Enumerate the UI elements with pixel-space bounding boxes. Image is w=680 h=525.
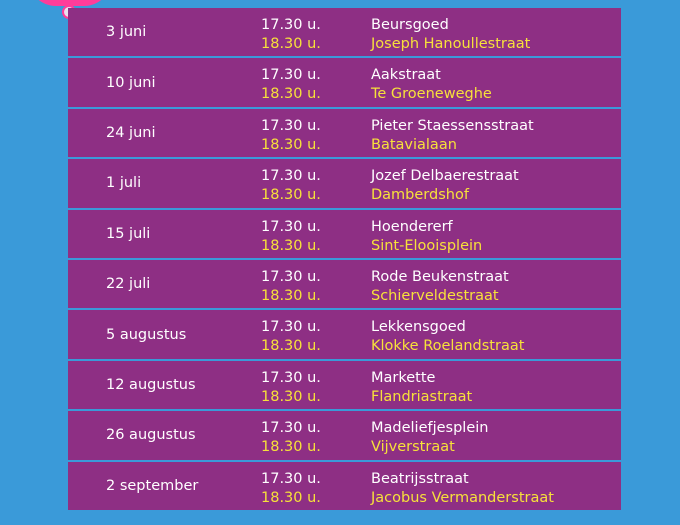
- time-first: 17.30 u.: [261, 168, 321, 185]
- schedule-row: 3 juni 17.30 u. 18.30 u. Beursgoed Josep…: [68, 8, 621, 57]
- row-date: 2 september: [106, 477, 199, 494]
- row-places: Hoendererf Sint-Elooisplein: [371, 218, 482, 256]
- decorative-pink-shape: [28, 0, 112, 6]
- place-second: Sint-Elooisplein: [371, 237, 483, 254]
- schedule-row: 2 september 17.30 u. 18.30 u. Beatrijsst…: [68, 461, 621, 511]
- time-first: 17.30 u.: [261, 420, 321, 437]
- time-first: 17.30 u.: [261, 369, 321, 386]
- row-date: 5 augustus: [106, 326, 187, 343]
- schedule-row: 5 augustus 17.30 u. 18.30 u. Lekkensgoed…: [68, 310, 621, 359]
- row-times: 17.30 u. 18.30 u.: [261, 369, 321, 407]
- time-first: 17.30 u.: [261, 319, 321, 336]
- row-date: 15 juli: [106, 225, 151, 242]
- row-date: 24 juni: [106, 125, 156, 142]
- row-times: 17.30 u. 18.30 u.: [261, 117, 321, 155]
- schedule-row: 26 augustus 17.30 u. 18.30 u. Madeliefje…: [68, 411, 621, 460]
- row-places: Madeliefjesplein Vijverstraat: [371, 419, 488, 457]
- row-date: 12 augustus: [106, 377, 196, 394]
- time-second: 18.30 u.: [261, 388, 321, 405]
- row-places: Beatrijsstraat Jacobus Vermanderstraat: [371, 470, 554, 508]
- time-second: 18.30 u.: [261, 136, 321, 153]
- time-first: 17.30 u.: [261, 470, 321, 487]
- row-times: 17.30 u. 18.30 u.: [261, 470, 321, 508]
- place-first: Madeliefjesplein: [371, 420, 489, 437]
- time-first: 17.30 u.: [261, 218, 321, 235]
- place-first: Jozef Delbaerestraat: [371, 168, 519, 185]
- row-places: Lekkensgoed Klokke Roelandstraat: [371, 318, 524, 356]
- place-second: Batavialaan: [371, 136, 457, 153]
- time-first: 17.30 u.: [261, 67, 321, 84]
- time-first: 17.30 u.: [261, 269, 321, 286]
- row-date: 26 augustus: [106, 427, 196, 444]
- place-first: Hoendererf: [371, 218, 453, 235]
- row-date: 1 juli: [106, 175, 142, 192]
- time-second: 18.30 u.: [261, 288, 321, 305]
- place-second: Schierveldestraat: [371, 288, 499, 305]
- row-places: Jozef Delbaerestraat Damberdshof: [371, 167, 519, 205]
- place-first: Lekkensgoed: [371, 319, 466, 336]
- place-first: Rode Beukenstraat: [371, 269, 509, 286]
- schedule-row: 22 juli 17.30 u. 18.30 u. Rode Beukenstr…: [68, 260, 621, 309]
- schedule-row: 24 juni 17.30 u. 18.30 u. Pieter Staesse…: [68, 108, 621, 158]
- time-second: 18.30 u.: [261, 237, 321, 254]
- row-times: 17.30 u. 18.30 u.: [261, 318, 321, 356]
- row-times: 17.30 u. 18.30 u.: [261, 167, 321, 205]
- time-first: 17.30 u.: [261, 17, 321, 33]
- place-second: Joseph Hanoullestraat: [371, 36, 531, 52]
- row-places: Aakstraat Te Groeneweghe: [371, 66, 492, 104]
- place-first: Beursgoed: [371, 17, 449, 33]
- schedule-row: 15 juli 17.30 u. 18.30 u. Hoendererf Sin…: [68, 209, 621, 259]
- row-places: Beursgoed Joseph Hanoullestraat: [371, 16, 530, 54]
- schedule-row: 12 augustus 17.30 u. 18.30 u. Markette F…: [68, 360, 621, 410]
- place-second: Flandriastraat: [371, 388, 473, 405]
- time-first: 17.30 u.: [261, 117, 321, 134]
- place-first: Aakstraat: [371, 67, 441, 84]
- row-times: 17.30 u. 18.30 u.: [261, 419, 321, 457]
- time-second: 18.30 u.: [261, 338, 321, 355]
- row-date: 10 juni: [106, 74, 156, 91]
- row-places: Rode Beukenstraat Schierveldestraat: [371, 268, 509, 306]
- schedule-row: 1 juli 17.30 u. 18.30 u. Jozef Delbaeres…: [68, 159, 621, 208]
- time-second: 18.30 u.: [261, 187, 321, 204]
- row-places: Markette Flandriastraat: [371, 369, 472, 407]
- row-times: 17.30 u. 18.30 u.: [261, 218, 321, 256]
- time-second: 18.30 u.: [261, 439, 321, 456]
- place-second: Vijverstraat: [371, 439, 455, 456]
- row-times: 17.30 u. 18.30 u.: [261, 16, 321, 54]
- place-second: Jacobus Vermanderstraat: [371, 489, 554, 506]
- place-first: Beatrijsstraat: [371, 470, 469, 487]
- place-second: Te Groeneweghe: [371, 86, 492, 103]
- schedule-table: 3 juni 17.30 u. 18.30 u. Beursgoed Josep…: [68, 8, 621, 511]
- place-first: Markette: [371, 369, 436, 386]
- row-places: Pieter Staessensstraat Batavialaan: [371, 117, 534, 155]
- row-times: 17.30 u. 18.30 u.: [261, 268, 321, 306]
- row-date: 3 juni: [106, 24, 147, 41]
- place-first: Pieter Staessensstraat: [371, 117, 534, 134]
- place-second: Damberdshof: [371, 187, 469, 204]
- schedule-row: 10 juni 17.30 u. 18.30 u. Aakstraat Te G…: [68, 58, 621, 107]
- row-date: 22 juli: [106, 276, 151, 293]
- row-times: 17.30 u. 18.30 u.: [261, 66, 321, 104]
- time-second: 18.30 u.: [261, 36, 321, 52]
- time-second: 18.30 u.: [261, 489, 321, 506]
- place-second: Klokke Roelandstraat: [371, 338, 525, 355]
- time-second: 18.30 u.: [261, 86, 321, 103]
